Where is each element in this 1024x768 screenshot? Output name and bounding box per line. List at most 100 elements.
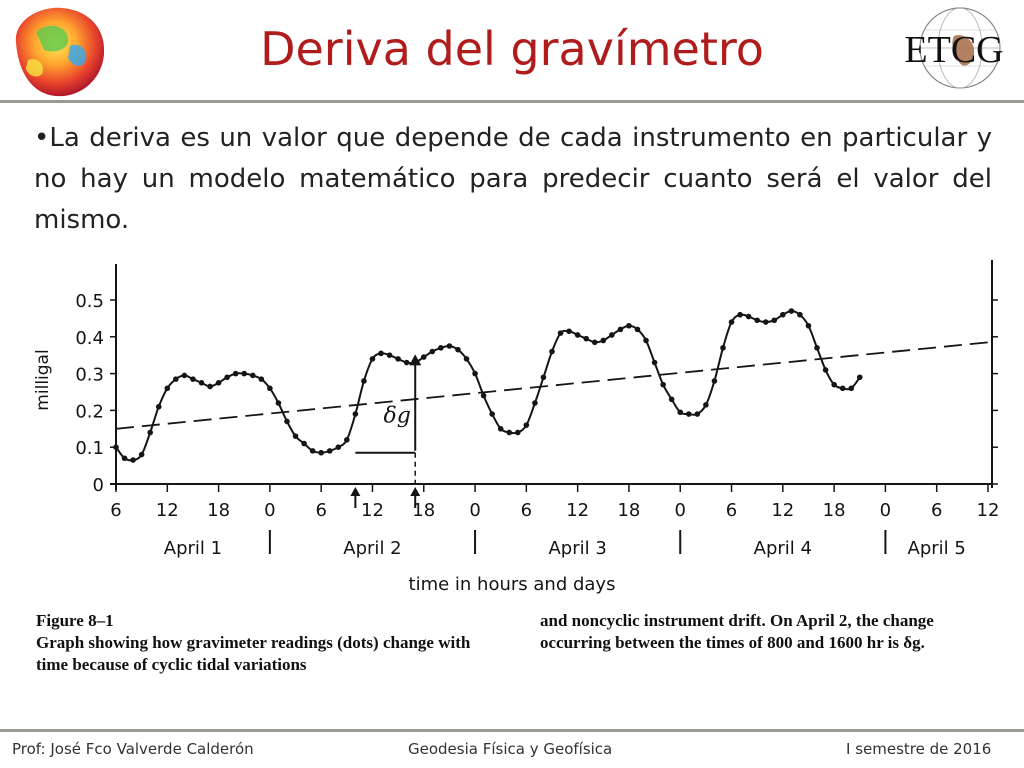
- reading-dot: [403, 359, 410, 366]
- x-tick-label: 0: [880, 500, 891, 521]
- reading-dot: [232, 370, 239, 377]
- y-axis-title: milligal: [33, 349, 53, 410]
- reading-dot: [831, 381, 837, 388]
- reading-dot: [762, 319, 769, 325]
- reading-dot: [788, 308, 795, 314]
- day-label: April 2: [343, 538, 401, 559]
- etcg-logo: ETCG: [904, 7, 1004, 89]
- footer-author: Prof: José Fco Valverde Calderón: [12, 740, 254, 758]
- reading-dot: [506, 429, 513, 436]
- x-axis-title: time in hours and days: [409, 574, 616, 595]
- y-tick-label: 0.2: [75, 401, 104, 422]
- time-marker-arrowhead: [410, 487, 421, 496]
- reading-dot: [181, 372, 188, 379]
- footer-course: Geodesia Física y Geofísica: [408, 740, 613, 758]
- x-tick-label: 6: [521, 500, 532, 521]
- x-tick-label: 12: [156, 500, 179, 521]
- x-tick-label: 12: [361, 500, 384, 521]
- y-tick-label: 0: [93, 475, 104, 496]
- y-tick-label: 0.3: [75, 365, 104, 386]
- y-tick-label: 0.1: [75, 438, 104, 459]
- reading-dot: [215, 380, 222, 386]
- reading-dot: [352, 411, 359, 417]
- reading-dot: [626, 322, 632, 329]
- reading-dot: [574, 332, 581, 338]
- x-tick-label: 6: [726, 500, 737, 521]
- reading-dot: [446, 343, 453, 349]
- reading-dot: [378, 350, 384, 357]
- reading-dot: [754, 317, 760, 324]
- reading-dot: [292, 433, 299, 439]
- reading-dot: [489, 411, 495, 417]
- geoid-image: [15, 7, 105, 97]
- x-tick-label: 18: [412, 500, 435, 521]
- chart-dots: [113, 308, 863, 463]
- chart-annotation: δg: [350, 354, 422, 508]
- reading-dot: [720, 345, 726, 351]
- reading-dot: [463, 356, 470, 362]
- reading-dot: [198, 380, 205, 386]
- title-divider: [0, 100, 1024, 103]
- reading-dot: [472, 370, 478, 377]
- day-label: April 5: [908, 538, 966, 559]
- day-label: April 4: [754, 538, 812, 559]
- reading-dot: [651, 359, 658, 366]
- reading-dot: [224, 374, 230, 381]
- reading-dot: [549, 348, 555, 355]
- x-tick-label: 6: [315, 500, 326, 521]
- x-tick-label: 18: [823, 500, 846, 521]
- reading-dot: [173, 376, 179, 382]
- reading-dot: [515, 429, 521, 436]
- reading-dot: [634, 326, 641, 333]
- reading-dot: [780, 311, 786, 318]
- x-tick-label: 6: [110, 500, 121, 521]
- y-tick-label: 0.4: [75, 328, 104, 349]
- figure-caption-text-left: Graph showing how gravimeter readings (d…: [36, 633, 471, 674]
- reading-dot: [771, 317, 778, 324]
- figure-caption-right: and noncyclic instrument drift. On April…: [540, 611, 934, 652]
- reading-dot: [497, 426, 504, 432]
- reading-dot: [737, 311, 743, 318]
- x-tick-label: 0: [469, 500, 480, 521]
- slide-title: Deriva del gravímetro: [260, 22, 764, 76]
- reading-dot: [344, 437, 350, 443]
- reading-dot: [557, 330, 564, 336]
- reading-dot: [822, 367, 829, 373]
- reading-dot: [258, 376, 265, 382]
- reading-dot: [335, 444, 342, 450]
- reading-dot: [668, 396, 675, 403]
- reading-dot: [155, 403, 162, 410]
- reading-dot: [814, 345, 820, 351]
- reading-dot: [318, 449, 324, 456]
- x-tick-label: 6: [931, 500, 942, 521]
- reading-dot: [207, 383, 213, 390]
- reading-dot: [480, 392, 487, 399]
- reading-dot: [301, 440, 307, 447]
- reading-dot: [609, 332, 615, 338]
- reading-dot: [685, 411, 692, 417]
- reading-dot: [839, 385, 846, 392]
- drift-chart: δg 00.10.20.30.40.56 12 18 0 6 12 18 0 6 12 18 0 6 12…: [33, 260, 999, 595]
- drift-line: [115, 341, 989, 430]
- reading-dot: [523, 422, 530, 428]
- reading-dot: [797, 311, 803, 318]
- reading-dot: [703, 402, 709, 408]
- delta-g-arrowhead: [409, 354, 422, 366]
- x-tick-label: 0: [264, 500, 275, 521]
- reading-dot: [711, 378, 718, 384]
- reading-dot: [121, 455, 128, 462]
- reading-dot: [455, 346, 461, 353]
- reading-dot: [643, 337, 649, 344]
- reading-dot: [267, 385, 273, 392]
- reading-dot: [745, 313, 752, 320]
- reading-dot: [361, 378, 367, 384]
- x-tick-label: 18: [617, 500, 640, 521]
- reading-dot: [113, 444, 119, 450]
- chart-lines: [115, 309, 989, 462]
- x-tick-label: 0: [675, 500, 686, 521]
- reading-dot: [532, 400, 538, 406]
- reading-dot: [856, 374, 863, 381]
- figure-caption-left: Figure 8–1 Graph showing how gravimeter …: [36, 610, 506, 676]
- reading-dot: [386, 352, 393, 358]
- reading-dot: [369, 356, 376, 362]
